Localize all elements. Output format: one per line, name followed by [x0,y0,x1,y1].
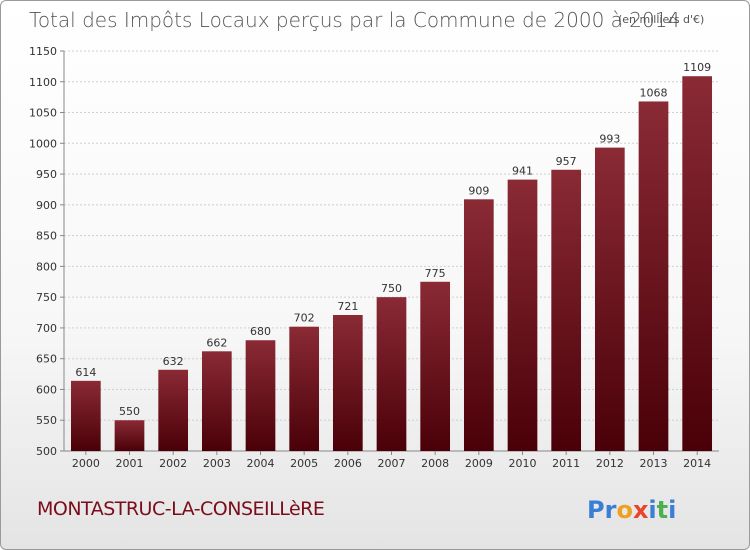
bar-value-label: 632 [163,355,184,368]
y-tick-label: 800 [36,260,57,273]
bar [332,315,363,451]
bar [114,420,145,451]
value-labels: 614 550 632 662 680 702 721 750 775 909 941 957 993 1… [75,61,711,418]
logo-letter: o [616,496,633,524]
logo-letter: i [668,496,676,524]
x-tick-label: 2003 [203,457,231,470]
bar [245,340,276,451]
y-tick-label: 650 [36,353,57,366]
logo-letter: i [648,496,656,524]
y-tick-label: 1000 [29,137,57,150]
x-tick-label: 2005 [290,457,318,470]
logo-letter: x [633,496,649,524]
bars [70,76,713,451]
logo-letter: P [587,496,605,524]
y-tick-label: 1050 [29,107,57,120]
commune-name: MONTASTRUC-LA-CONSEILLèRE [37,498,324,520]
y-tick-label: 850 [36,230,57,243]
y-tick-label: 700 [36,322,57,335]
x-tick-label: 2013 [640,457,668,470]
bar-value-label: 614 [75,366,96,379]
x-tick-label: 2012 [596,457,624,470]
y-tick-label: 950 [36,168,57,181]
bar [507,179,538,451]
bar-value-label: 750 [381,282,402,295]
bar-value-label: 993 [599,133,620,146]
bar [463,199,494,451]
bar-value-label: 702 [294,312,315,325]
y-tick-label: 900 [36,199,57,212]
x-tick-label: 2014 [683,457,711,470]
x-tick-label: 2002 [159,457,187,470]
bar-value-label: 775 [425,267,446,280]
bar-value-label: 1068 [640,86,668,99]
x-tick-label: 2000 [72,457,100,470]
y-tick-label: 750 [36,291,57,304]
logo-letter: r [605,496,617,524]
x-tick-label: 2010 [509,457,537,470]
bar [420,281,451,451]
bar-value-label: 680 [250,325,271,338]
bar-value-label: 550 [119,405,140,418]
x-tick-label: 2006 [334,457,362,470]
bar [551,169,582,451]
bar-value-label: 941 [512,165,533,178]
bar [638,101,669,451]
bar [682,76,713,451]
y-tick-label: 550 [36,414,57,427]
chart-title: Total des Impôts Locaux perçus par la Co… [29,8,680,32]
bar [201,351,232,451]
axes: 500 550 600 650 700 750 800 850 900 950 1000 1050 11… [29,45,719,470]
bar-value-label: 662 [206,336,227,349]
y-tick-label: 600 [36,383,57,396]
bar-value-label: 909 [468,184,489,197]
x-tick-label: 2009 [465,457,493,470]
bar-value-label: 721 [337,300,358,313]
y-tick-label: 1150 [29,45,57,58]
bar [70,380,101,451]
bar-value-label: 957 [556,155,577,168]
y-tick-label: 500 [36,445,57,458]
bar [594,147,625,451]
x-tick-label: 2008 [421,457,449,470]
logo-letter: t [657,496,668,524]
bar [289,326,320,451]
y-tick-label: 1100 [29,76,57,89]
bar [158,369,189,451]
proxiti-logo: Proxiti [587,496,676,524]
bar-value-label: 1109 [683,61,711,74]
unit-label: (en milliers d'€) [618,13,704,26]
bar [376,297,407,451]
x-tick-label: 2004 [247,457,275,470]
x-tick-label: 2007 [378,457,406,470]
x-tick-label: 2001 [116,457,144,470]
x-tick-label: 2011 [552,457,580,470]
